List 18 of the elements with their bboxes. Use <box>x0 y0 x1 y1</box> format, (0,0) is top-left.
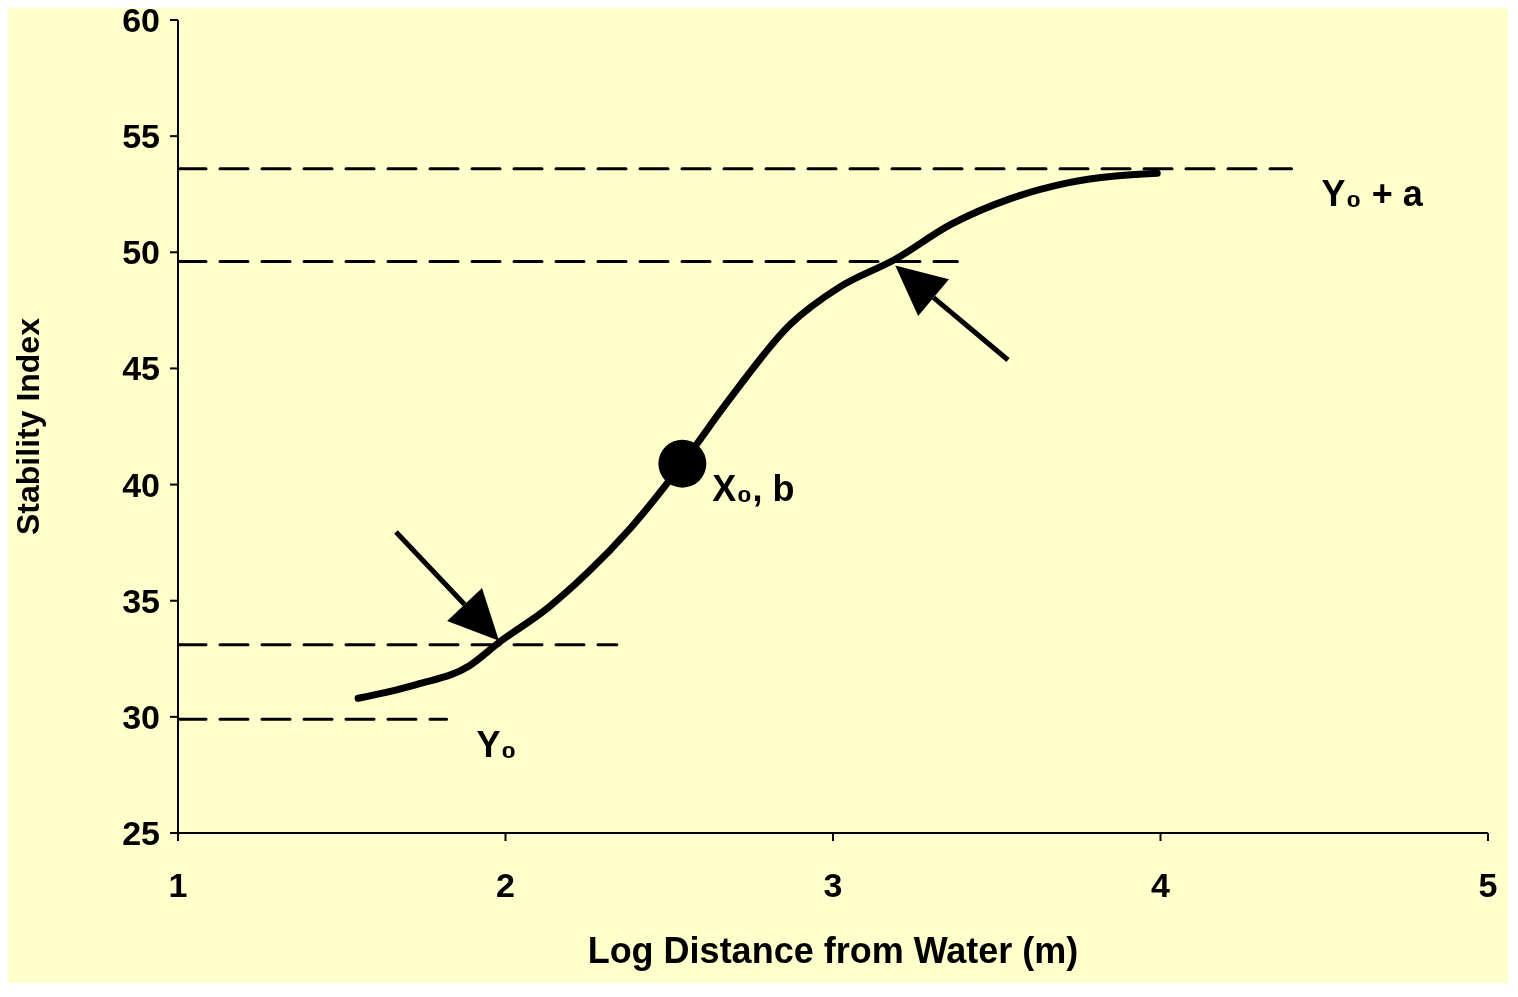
y-tick-label: 25 <box>122 814 160 853</box>
x-axis-title: Log Distance from Water (m) <box>587 930 1079 971</box>
x-tick-label: 5 <box>1478 866 1498 905</box>
y-tick-label: 45 <box>122 349 160 388</box>
y-tick-label: 60 <box>122 1 160 40</box>
x-tick-label: 4 <box>1151 866 1171 905</box>
x-tick-label: 2 <box>496 866 515 905</box>
y-tick-label: 40 <box>122 465 160 504</box>
annotation: Y₀ + a <box>1321 173 1424 215</box>
x-tick-label: 1 <box>168 866 188 905</box>
annotation: X₀, b <box>712 468 795 510</box>
y-axis-title: Stability Index <box>10 317 47 535</box>
y-tick-label: 55 <box>122 117 160 156</box>
y-tick-label: 30 <box>122 697 160 736</box>
x-tick-label: 3 <box>823 866 843 905</box>
y-tick-label: 50 <box>122 233 160 272</box>
y-tick-label: 35 <box>122 581 160 620</box>
annotation: Y₀ <box>476 723 517 765</box>
